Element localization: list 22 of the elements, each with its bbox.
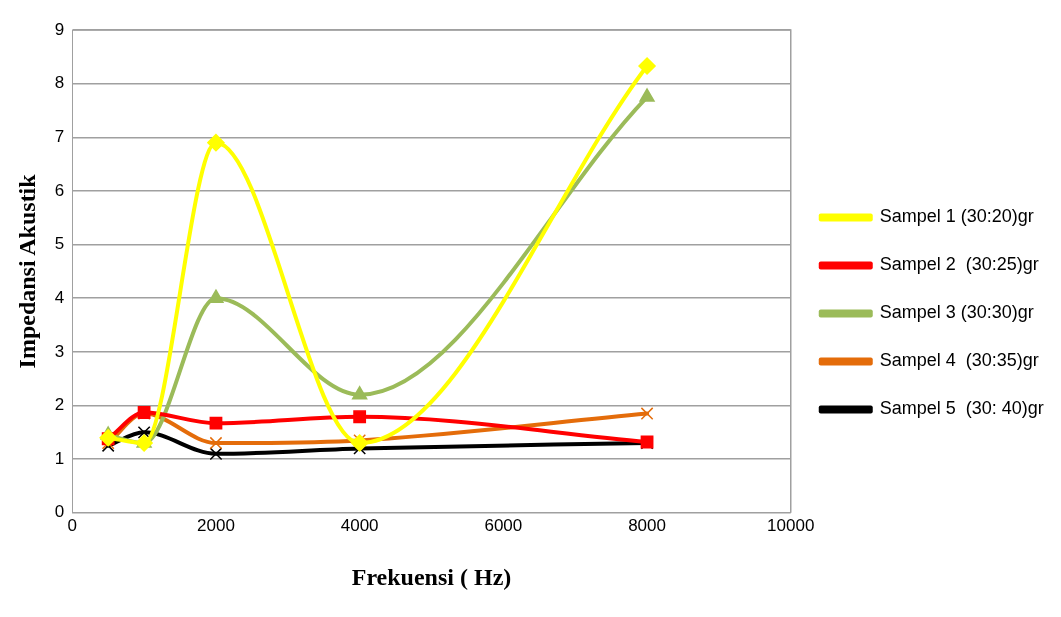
x-tick-label: 10000 <box>767 515 815 535</box>
legend-label: Sampel 5 (30: 40)gr <box>879 398 1044 419</box>
legend-label: Sampel 4 (30:35)gr <box>879 350 1039 371</box>
legend-label: Sampel 3 (30:30)gr <box>879 302 1034 323</box>
y-tick-label: 0 <box>54 502 65 522</box>
y-axis-title: Impedansi Akustik <box>13 173 40 369</box>
y-tick-label: 9 <box>54 19 65 39</box>
y-tick-label: 3 <box>54 341 65 361</box>
y-tick-label: 6 <box>54 180 65 200</box>
y-tick-label: 1 <box>54 448 65 468</box>
x-tick-label: 6000 <box>484 515 523 535</box>
y-tick-label: 7 <box>54 126 65 146</box>
legend-label: Sampel 1 (30:20)gr <box>879 206 1034 227</box>
legend-label: Sampel 2 (30:25)gr <box>879 254 1039 275</box>
x-axis-title: Frekuensi ( Hz) <box>351 563 512 590</box>
x-tick-label: 2000 <box>197 515 235 535</box>
y-tick-label: 8 <box>54 73 65 93</box>
y-tick-label: 5 <box>54 234 65 254</box>
y-tick-label: 4 <box>54 287 65 307</box>
y-tick-label: 2 <box>54 395 65 415</box>
x-tick-label: 4000 <box>340 515 379 535</box>
x-tick-label: 8000 <box>628 515 666 535</box>
